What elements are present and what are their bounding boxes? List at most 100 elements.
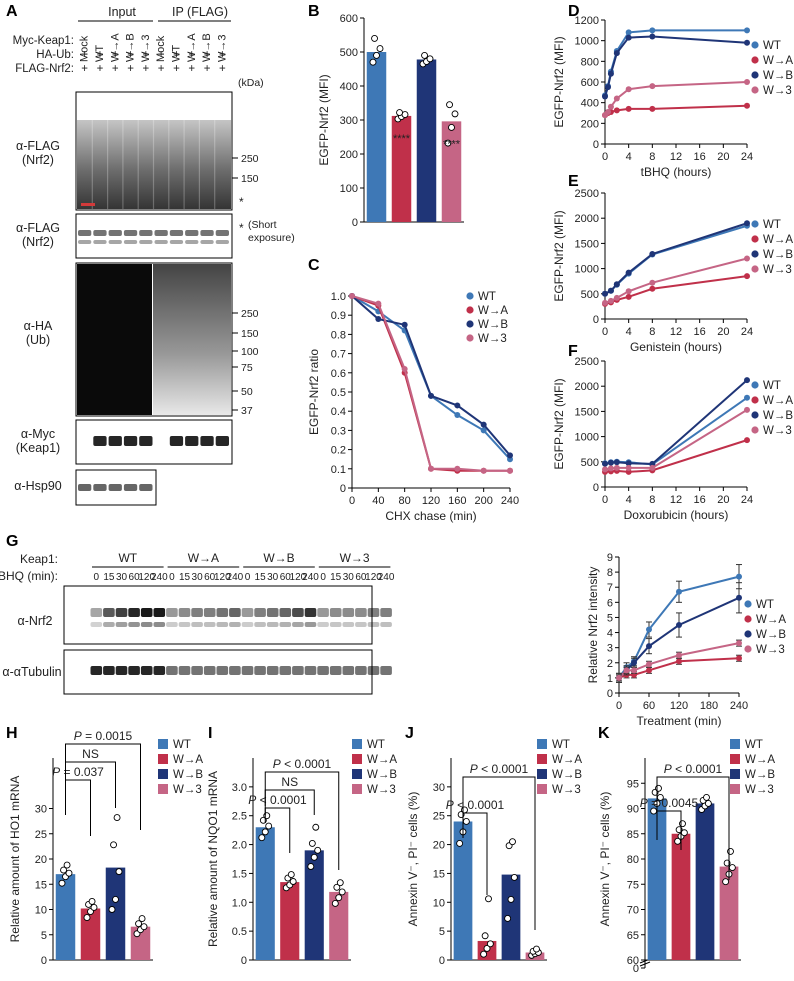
x-axis-label-e: Genistein (hours) (630, 340, 722, 354)
dot-b (451, 110, 459, 118)
blot-band (317, 622, 329, 627)
comparison-bracket-h (65, 779, 91, 836)
y-tick-label-c: 1.0 (331, 291, 346, 303)
data-point-g (736, 573, 742, 580)
y-tick-label-d: 1000 (575, 36, 599, 48)
y-tick-label-i: 1.5 (232, 868, 247, 880)
x-tick-label-g: 0 (616, 700, 622, 712)
p-value-text: < 0.0001 (454, 798, 505, 812)
x-axis-label-d: tBHQ (hours) (641, 165, 712, 179)
blot-group-label: WT (118, 551, 137, 565)
data-point-g (736, 655, 742, 662)
data-point-c (428, 465, 434, 472)
dot-b (421, 51, 428, 59)
data-point-d (625, 105, 632, 112)
plus-sign: + (112, 49, 119, 61)
legend-swatch-i (352, 754, 362, 764)
blot-band (123, 484, 138, 491)
y-tick-label-i: 0 (241, 955, 247, 967)
y-tick-label-g: 4 (607, 628, 613, 640)
legend-label-e: W→A (763, 234, 793, 246)
time-label: 30 (116, 572, 128, 583)
blot-band (178, 666, 191, 675)
blot-band (380, 608, 392, 617)
dot-i (258, 834, 266, 842)
blot-band (185, 436, 199, 446)
data-point-g (676, 658, 682, 665)
data-point-g (736, 594, 742, 601)
dot-i (335, 894, 343, 902)
dot-b (371, 34, 378, 42)
chart-E: 0 500 1000 1500 2000 2500 0 4 8 12 16 20 24 Genistein… (552, 188, 793, 354)
blot-band (103, 608, 115, 617)
blot-antibody-label: α-FLAG (16, 221, 60, 235)
dot-j (504, 914, 512, 922)
y-tick-label-i: 3.0 (232, 782, 247, 794)
blot-band (123, 436, 138, 446)
y-tick-label-c: 0.7 (331, 349, 346, 361)
blot-band (317, 608, 329, 617)
data-point-c (401, 321, 408, 328)
plus-sign: + (188, 49, 195, 61)
series-line-f (604, 409, 748, 471)
y-tick-label-k: 75 (627, 879, 639, 891)
legend-swatch-h (158, 739, 168, 749)
comparison-bracket-h (65, 743, 141, 830)
blot-band (191, 666, 203, 675)
mw-marker: 37 (241, 405, 253, 417)
dot-b (376, 45, 384, 53)
y-axis-label-f: EGFP-Nrf2 (MFI) (552, 378, 566, 469)
data-point-g (676, 588, 682, 595)
blot-band (108, 230, 122, 236)
legend-swatch-j (537, 754, 547, 764)
dot-j (510, 874, 518, 881)
blot-band (166, 666, 178, 675)
dot-h (110, 841, 118, 849)
blot-band (292, 608, 304, 617)
blot-band (153, 622, 166, 627)
data-point-e (744, 255, 750, 262)
blot-band (292, 622, 304, 627)
blot-band (279, 622, 292, 627)
panel-label-j: J (405, 725, 414, 742)
dot-b (426, 55, 434, 63)
legend-swatch-j (537, 739, 547, 749)
dot-k (722, 878, 730, 886)
data-point-d (649, 83, 656, 90)
data-point-d (607, 103, 614, 110)
blot-antibody-label: α-HA (24, 319, 53, 333)
y-tick-label-k: 60 (627, 955, 639, 967)
y-tick-label-d: 600 (581, 77, 599, 89)
dot-i (331, 899, 339, 907)
y-tick-label-g: 9 (607, 552, 613, 564)
plus-sign: + (127, 49, 134, 61)
chart-F: 0 500 1000 1500 2000 2500 0 4 8 12 16 20 24 Doxorubic… (552, 356, 793, 522)
plus-sign: + (81, 49, 88, 61)
data-point-g (736, 640, 742, 647)
blot-band (215, 436, 229, 446)
blot-band (254, 622, 266, 627)
axis-break-k (639, 961, 651, 967)
bar-k (719, 866, 739, 960)
row-label: HA-Ub: (36, 49, 74, 61)
data-point-g (631, 667, 637, 674)
blot-note: (Short (248, 219, 277, 231)
y-tick-label-c: 0.4 (331, 406, 346, 418)
x-tick-label-d: 16 (694, 151, 706, 163)
blot-band (153, 666, 166, 675)
dot-j (485, 895, 492, 903)
y-tick-label-g: 5 (607, 612, 613, 624)
data-point-g (631, 659, 637, 666)
y-tick-label-c: 0.8 (331, 329, 346, 341)
legend-swatch-k (730, 754, 740, 764)
data-point-d (613, 95, 620, 102)
blot-band (140, 666, 153, 675)
y-tick-label-k: 95 (627, 778, 639, 790)
dot-i (289, 878, 297, 885)
data-point-f (744, 394, 750, 401)
panel-label-k: K (598, 725, 610, 742)
data-point-c (480, 467, 487, 474)
y-axis-label-h: Relative amount of HO1 mRNA (8, 776, 22, 943)
x-tick-label-e: 16 (694, 326, 706, 338)
